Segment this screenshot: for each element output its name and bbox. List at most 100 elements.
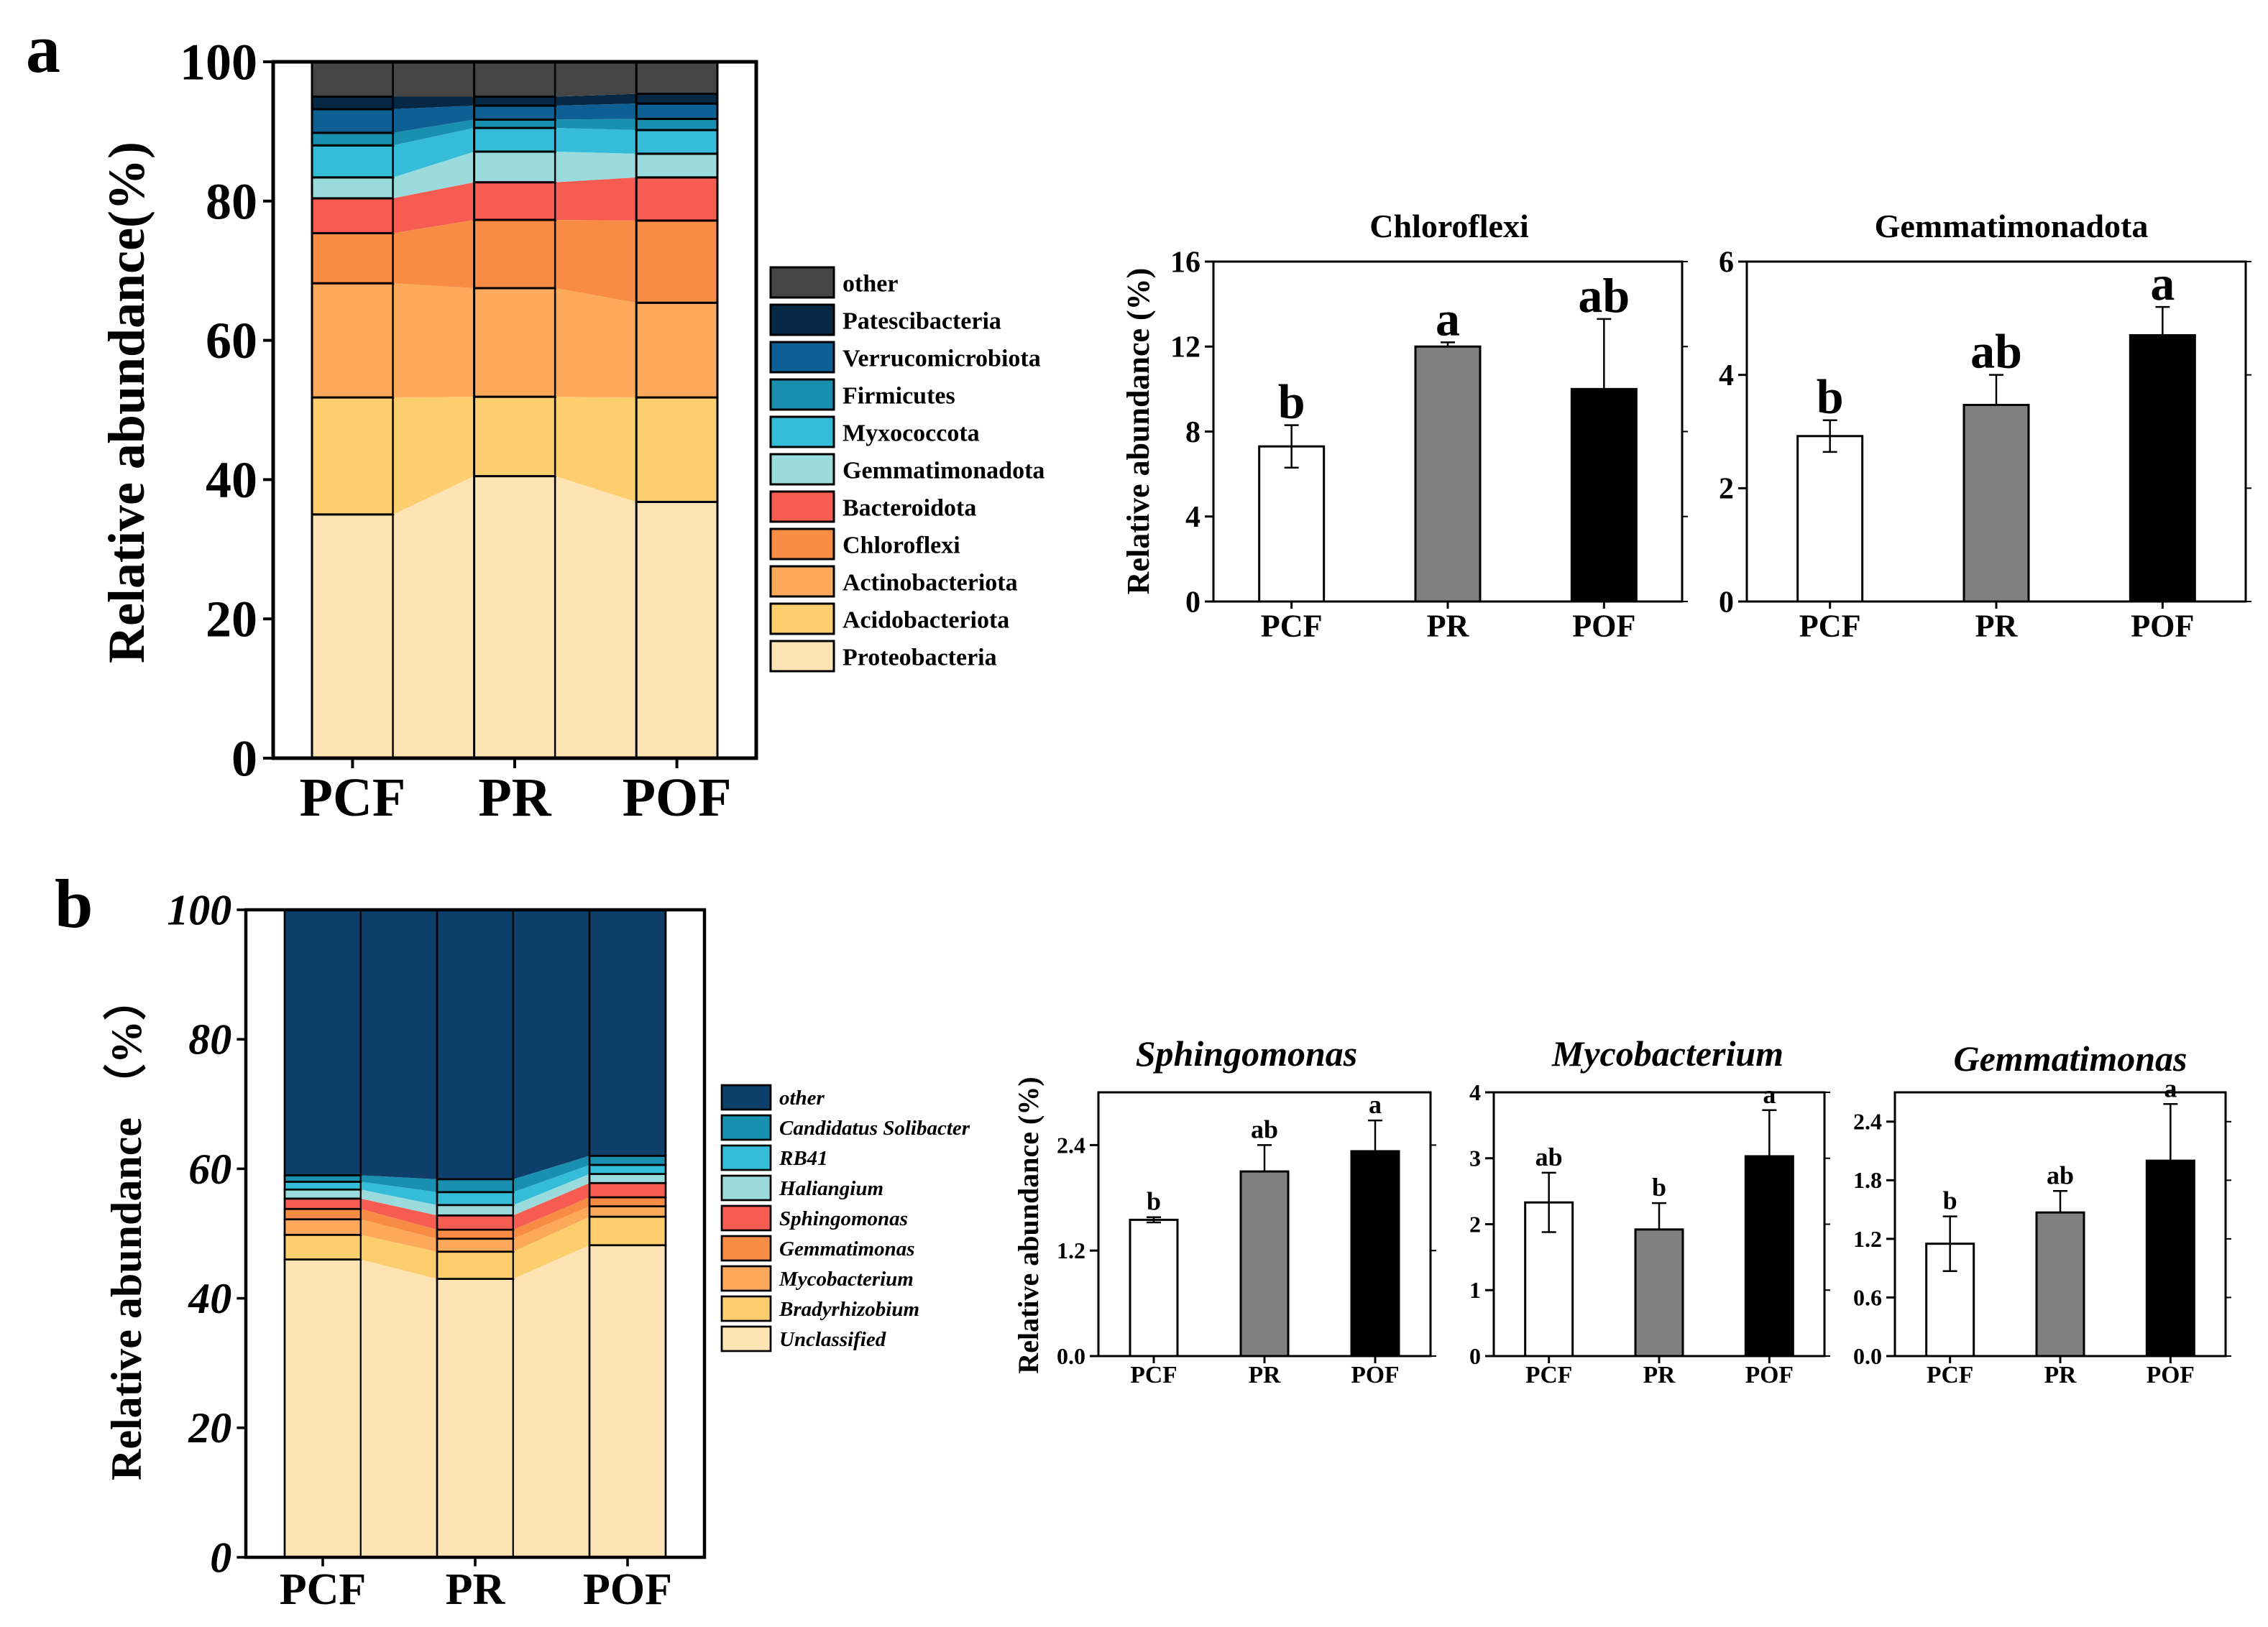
chart-a-stacked-legend-swatch: [769, 565, 835, 598]
chart-a-stacked-legend-label: Proteobacteria: [843, 645, 997, 671]
chart-b-sphingomonas-bar-pof: [1350, 1150, 1400, 1358]
chart-b-gemmatimonas-ytick-label: 1.2: [1853, 1226, 1882, 1252]
chart-b-mycobacterium-bar-pr: [1634, 1228, 1684, 1358]
chart-b-stacked-bar-sphingomonas-2: [588, 1181, 667, 1199]
chart-a-stacked-bar-other-0: [311, 60, 395, 98]
chart-b-stacked-bar-unclassified-2: [588, 1244, 667, 1559]
chart-a-chloroflexi-ytick-label: 4: [1185, 501, 1200, 534]
chart-a-stacked-legend-swatch: [769, 453, 835, 486]
chart-b-stacked-flow-rb41-0: [361, 1181, 437, 1205]
chart-a-stacked-bar-proteobacteria-2: [635, 500, 719, 760]
chart-a-stacked-bar-bacteroidota-0: [311, 197, 395, 234]
chart-a-gemmatimonadota-bar-pr: [1962, 403, 2030, 603]
chart-b-stacked-bar-rb41-0: [283, 1181, 362, 1191]
chart-a-stacked-legend-label: Verrucomicrobiota: [843, 346, 1041, 372]
chart-a-stacked-legend-swatch: [769, 527, 835, 561]
chart-a-gemmatimonadota-ytick-label: 0: [1719, 586, 1734, 619]
chart-b-stacked-bar-rb41-1: [436, 1191, 515, 1207]
chart-a-stacked-flow-bacteroidota-1: [555, 177, 637, 221]
chart-a-stacked-flow-actinobacteriota-1: [555, 287, 637, 398]
chart-b-mycobacterium-ytick-label: 4: [1469, 1079, 1481, 1105]
chart-a-stacked-flow-myxococcota-1: [555, 128, 637, 154]
chart-b-stacked-bar-sphingomonas-0: [283, 1197, 362, 1210]
chart-b-stacked-flow-gemmatimonas-0: [361, 1209, 437, 1239]
chart-a-gemmatimonadota-xtick-label: PCF: [1799, 608, 1861, 643]
chart-a-gemmatimonadota-significance-letter: a: [2150, 256, 2175, 310]
chart-b-stacked-legend-label: RB41: [779, 1147, 828, 1170]
chart-b-mycobacterium-ytick-label: 1: [1469, 1277, 1481, 1303]
chart-a-stacked-flow-chloroflexi-0: [392, 219, 474, 288]
chart-a-stacked-xtick-label: PCF: [300, 768, 406, 828]
chart-a-stacked-ytick-label: 20: [206, 591, 257, 648]
chart-b-stacked-flow-bradyrhizobium-1: [513, 1217, 589, 1279]
chart-a-stacked-flow-gemmatimonadota-1: [555, 152, 637, 183]
chart-b-gemmatimonas-xtick-label: PCF: [1927, 1362, 1973, 1388]
chart-b-gemmatimonas-significance-letter: a: [2164, 1074, 2177, 1102]
chart-b-mycobacterium-significance-letter: ab: [1535, 1143, 1563, 1171]
chart-a-stacked-legend-swatch: [769, 415, 835, 448]
chart-a-chloroflexi-significance-letter: a: [1436, 291, 1460, 346]
chart-a-stacked-ytick-label: 80: [206, 172, 257, 230]
chart-a-stacked-bar-gemmatimonadota-0: [311, 176, 395, 200]
chart-b-stacked-legend-swatch: [720, 1144, 772, 1171]
chart-b-stacked-ytick-label: 60: [188, 1146, 231, 1193]
chart-a-stacked-bar-firmicutes-0: [311, 132, 395, 147]
chart-b-bar2-title: Mycobacterium: [1551, 1033, 1783, 1074]
chart-b-stacked-legend-swatch: [720, 1235, 772, 1262]
chart-a-stacked-legend-swatch: [769, 266, 835, 299]
chart-b-stacked-legend-swatch: [720, 1204, 772, 1232]
chart-b-bar3-title: Gemmatimonas: [1953, 1038, 2187, 1079]
chart-b-stacked-ytick-label: 0: [210, 1534, 231, 1581]
chart-a-gemmatimonadota-significance-letter: ab: [1970, 324, 2022, 379]
chart-b-stacked-legend-label: Haliangium: [779, 1177, 883, 1200]
chart-a-stacked-bar-acidobacteriota-2: [635, 396, 719, 503]
chart-a-stacked-xtick-label: PR: [478, 768, 551, 828]
chart-a-stacked-legend-label: Chloroflexi: [843, 533, 960, 559]
chart-a-stacked-bar-proteobacteria-1: [473, 475, 556, 760]
chart-a-chloroflexi-bar-pr: [1414, 345, 1482, 603]
chart-a-stacked-bar-myxococcota-1: [473, 126, 556, 153]
chart-a-stacked-legend-swatch: [769, 602, 835, 635]
chart-b-gemmatimonas-xtick-label: POF: [2147, 1362, 2195, 1388]
chart-b-stacked-flow-haliangium-1: [513, 1174, 589, 1216]
chart-a-stacked-ytick-label: 100: [180, 33, 257, 91]
chart-b-sphingomonas-significance-letter: ab: [1251, 1115, 1278, 1143]
chart-a-chloroflexi-bar-pcf: [1258, 445, 1326, 603]
chart-a-chloroflexi-significance-letter: ab: [1578, 268, 1630, 323]
chart-a-gemmatimonadota-significance-letter: b: [1817, 369, 1844, 424]
chart-a-stacked-bar-chloroflexi-2: [635, 219, 719, 304]
chart-b-stacked-ytick-label: 20: [188, 1404, 231, 1452]
chart-a-stacked-bar-other-1: [473, 60, 556, 98]
chart-b-stacked-bar-other-0: [283, 908, 362, 1176]
chart-a-stacked-legend-label: other: [843, 271, 898, 298]
chart-a-chloroflexi-ytick-label: 16: [1170, 246, 1200, 279]
chart-b-stacked-flow-bradyrhizobium-0: [361, 1235, 437, 1279]
chart-b-gemmatimonas-ytick-label: 0.0: [1853, 1343, 1882, 1369]
chart-b-gemmatimonas-bar-pof: [2145, 1159, 2195, 1358]
chart-a-gemmatimonadota-bar-pcf: [1796, 435, 1864, 603]
chart-b-stacked-bar-mycobacterium-1: [436, 1237, 515, 1253]
chart-a-stacked-bar-actinobacteriota-0: [311, 282, 395, 399]
chart-a-stacked-flow-proteobacteria-0: [392, 476, 474, 758]
chart-a-stacked-legend-swatch: [769, 303, 835, 336]
chart-a-stacked-ytick-label: 0: [231, 729, 257, 787]
chart-a-stacked-flow-other-0: [392, 62, 474, 97]
chart-a-stacked-legend-label: Actinobacteriota: [843, 570, 1018, 596]
chart-b-stacked-bar-candidatus-solibacter-0: [283, 1174, 362, 1183]
chart-b-stacked-legend-swatch: [720, 1084, 772, 1111]
chart-a-chloroflexi-ytick-label: 0: [1185, 586, 1200, 619]
chart-b-stacked-flow-other-0: [361, 910, 437, 1179]
chart-b-stacked-xtick-label: PCF: [280, 1565, 367, 1614]
chart-a-stacked-bar-verrucomicrobiota-0: [311, 108, 395, 134]
chart-b-sphingomonas-significance-letter: a: [1369, 1090, 1382, 1119]
chart-b-stacked-flow-other-1: [513, 910, 589, 1179]
chart-b-sphingomonas-xtick-label: PCF: [1130, 1362, 1177, 1388]
chart-b-stacked-bar-other-2: [588, 908, 667, 1157]
chart-a-stacked-bar-patescibacteria-1: [473, 95, 556, 107]
chart-b-mycobacterium-ytick-label: 3: [1469, 1146, 1481, 1171]
chart-b-mycobacterium-xtick-label: PR: [1643, 1362, 1676, 1388]
chart-b-stacked-flow-unclassified-0: [361, 1259, 437, 1557]
chart-b-bar1-ylabel: Relative abundance (%): [1012, 1077, 1045, 1373]
chart-a-stacked-bar-firmicutes-1: [473, 118, 556, 129]
